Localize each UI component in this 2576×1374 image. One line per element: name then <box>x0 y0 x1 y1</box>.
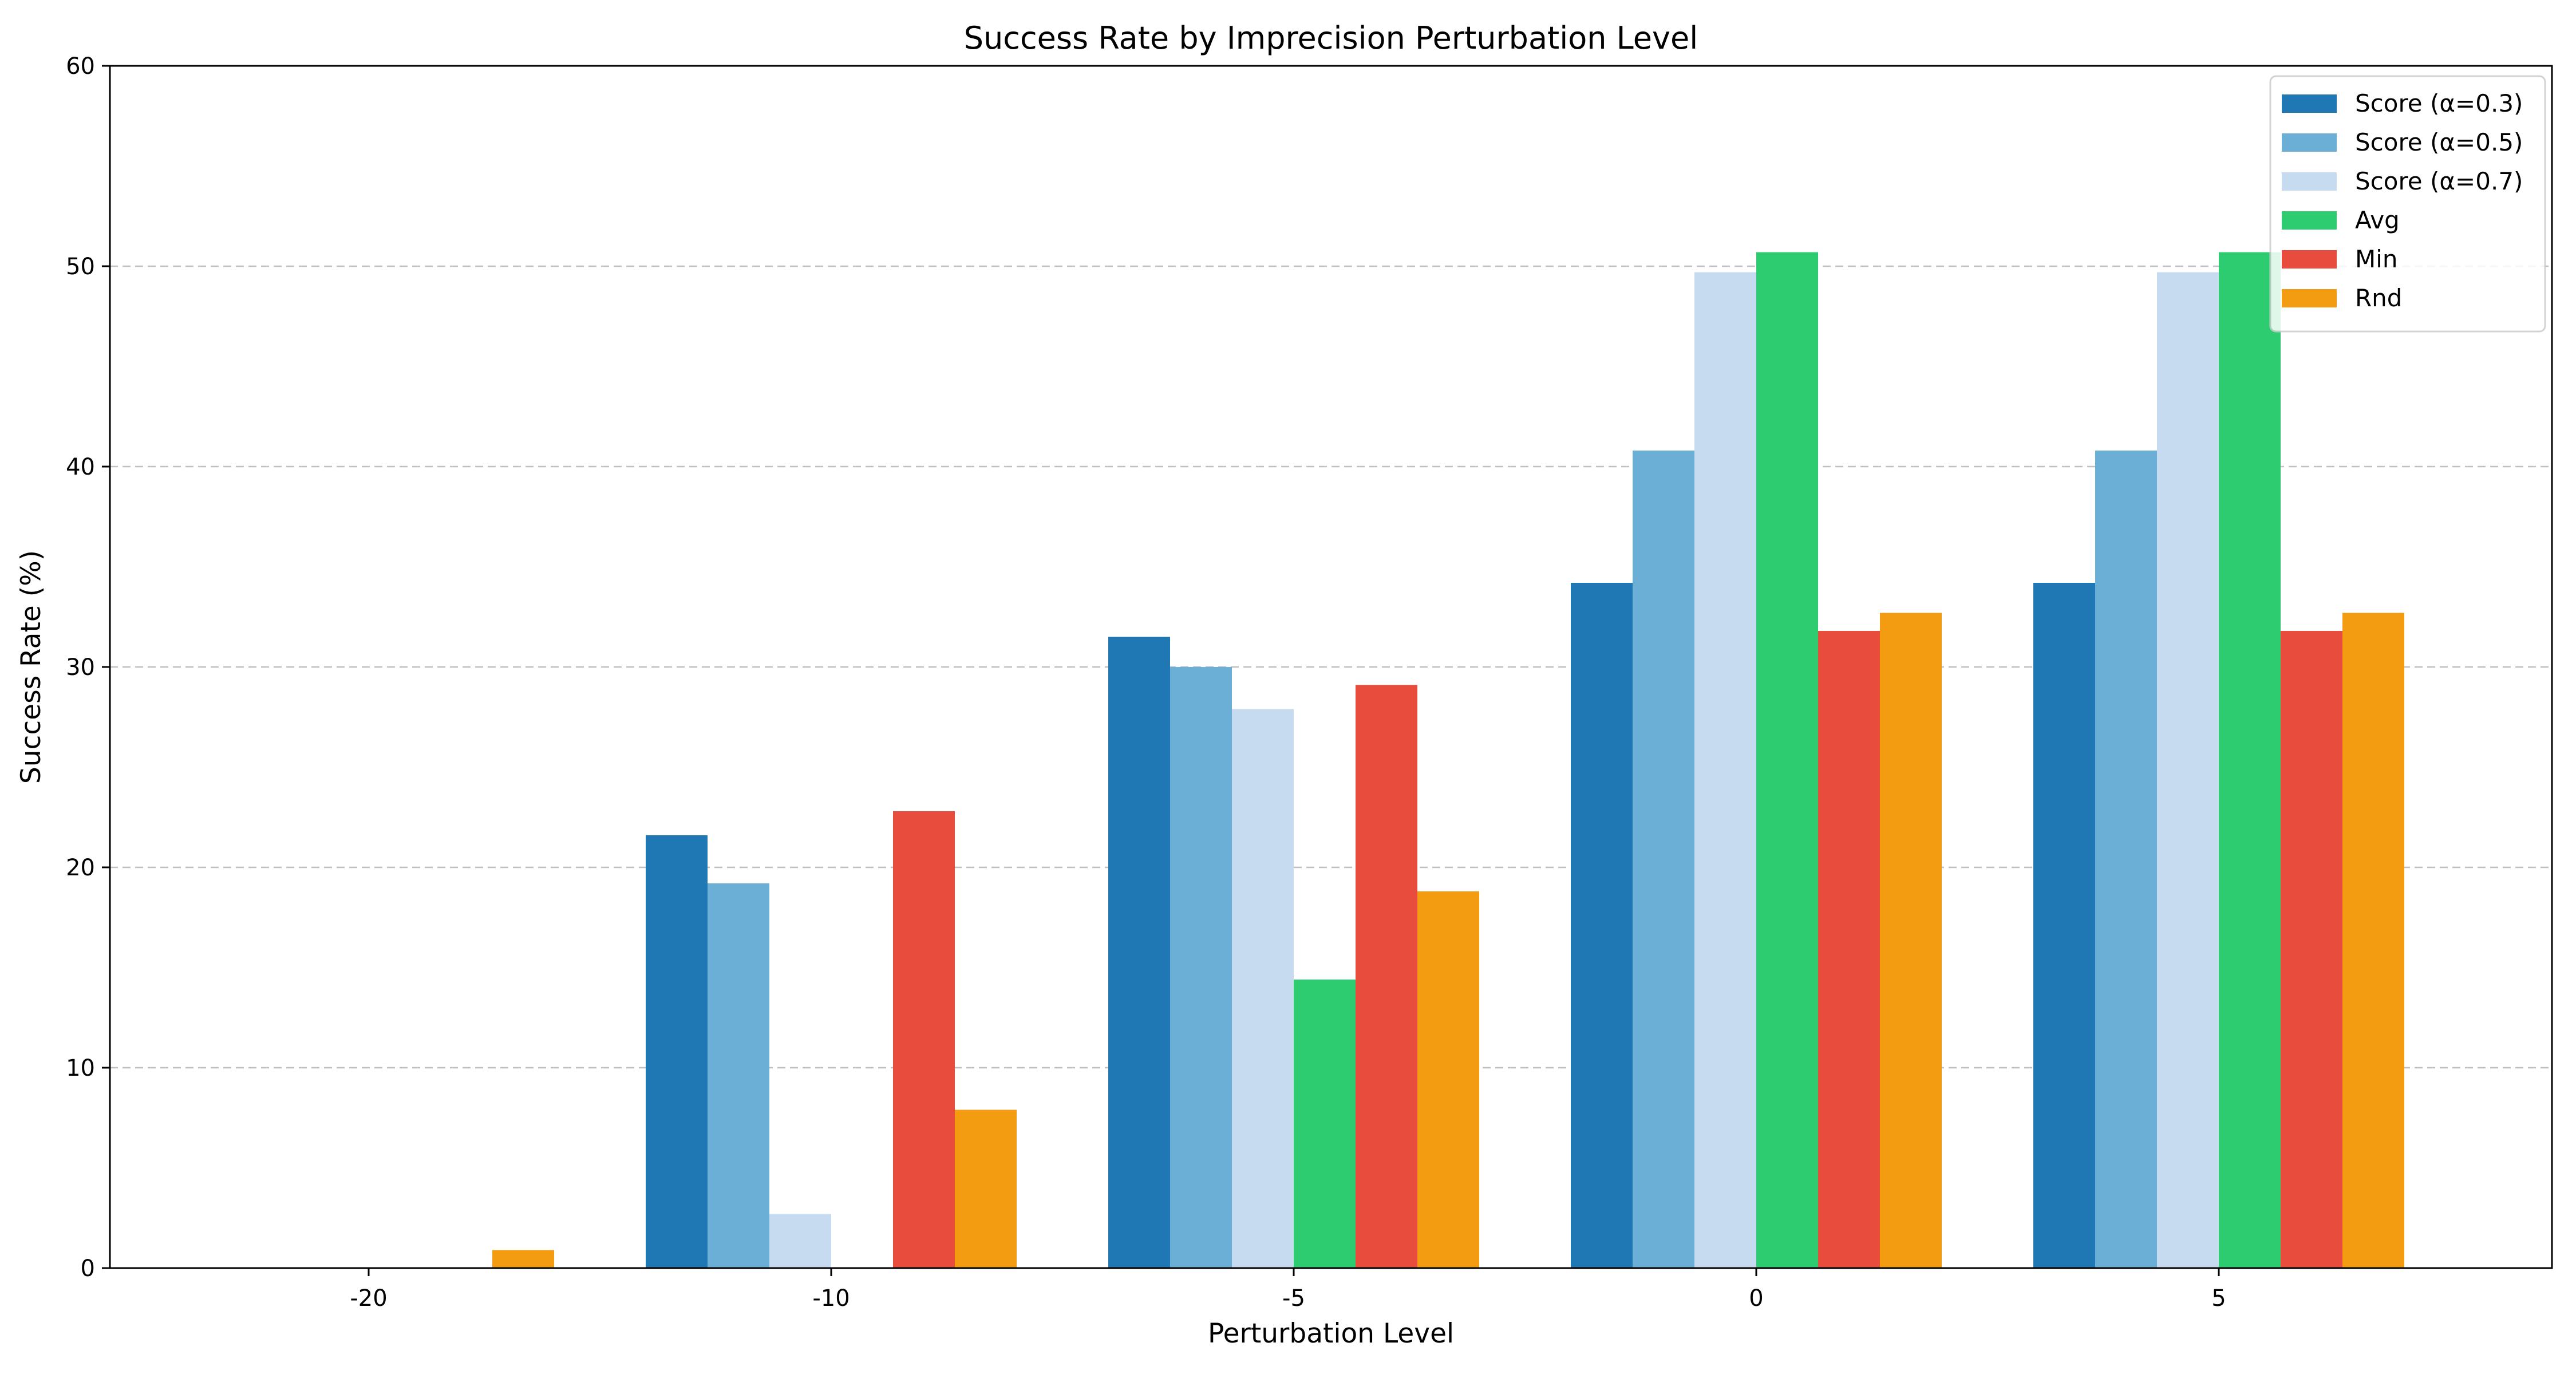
bar <box>1294 980 1356 1268</box>
chart-title: Success Rate by Imprecision Perturbation… <box>964 20 1698 56</box>
bar <box>1108 637 1170 1268</box>
x-axis-label: Perturbation Level <box>1208 1318 1454 1349</box>
legend-swatch <box>2282 250 2337 269</box>
y-tick-label: 50 <box>66 254 95 280</box>
y-axis-ticks: 0 10 20 30 40 50 60 <box>66 53 110 1282</box>
y-tick-label: 60 <box>66 53 95 80</box>
legend-label: Avg <box>2355 206 2400 234</box>
bar <box>2281 631 2342 1268</box>
bar <box>1356 685 1417 1268</box>
bar <box>2157 272 2219 1268</box>
bar <box>646 835 708 1268</box>
x-tick-label: -20 <box>350 1285 387 1312</box>
x-tick-label: -5 <box>1282 1285 1305 1312</box>
legend-label: Score (α=0.3) <box>2355 89 2523 117</box>
bar <box>1880 613 1942 1268</box>
legend-frame <box>2269 75 2546 333</box>
bar <box>1818 631 1880 1268</box>
y-tick-label: 40 <box>66 454 95 480</box>
legend-label: Min <box>2355 245 2398 273</box>
bar <box>893 811 955 1268</box>
bar <box>955 1110 1017 1268</box>
bars-group <box>492 252 2404 1268</box>
legend-swatch <box>2282 133 2337 152</box>
y-tick-label: 30 <box>66 654 95 681</box>
bar <box>1170 667 1232 1268</box>
legend-label: Rnd <box>2355 284 2402 312</box>
y-axis-label: Success Rate (%) <box>15 550 47 784</box>
bar <box>1756 252 1818 1268</box>
legend-label: Score (α=0.5) <box>2355 128 2523 156</box>
x-axis-ticks: -20 -10 -5 0 5 <box>350 1268 2226 1312</box>
bar <box>2342 613 2404 1268</box>
bar <box>1571 583 1633 1268</box>
y-tick-label: 10 <box>66 1055 95 1081</box>
y-tick-label: 20 <box>66 855 95 881</box>
legend: Score (α=0.3) Score (α=0.5) Score (α=0.7) A… <box>2269 75 2546 333</box>
x-tick-label: -10 <box>812 1285 850 1312</box>
bar <box>769 1214 831 1268</box>
y-tick-label: 0 <box>81 1255 95 1282</box>
bar <box>1633 451 1694 1268</box>
x-tick-label: 5 <box>2211 1285 2226 1312</box>
legend-swatch <box>2282 94 2337 113</box>
bar <box>492 1250 554 1268</box>
legend-label: Score (α=0.7) <box>2355 167 2523 195</box>
bar <box>1232 709 1294 1268</box>
x-tick-label: 0 <box>1749 1285 1763 1312</box>
legend-swatch <box>2282 172 2337 191</box>
legend-swatch <box>2282 211 2337 230</box>
legend-items: Score (α=0.3) Score (α=0.5) Score (α=0.7) A… <box>2282 89 2523 312</box>
bar <box>2219 252 2281 1268</box>
bar <box>2033 583 2095 1268</box>
bar <box>708 883 769 1268</box>
legend-swatch <box>2282 289 2337 307</box>
bar <box>1417 891 1479 1268</box>
bar <box>2095 451 2157 1268</box>
bar <box>1694 272 1756 1268</box>
